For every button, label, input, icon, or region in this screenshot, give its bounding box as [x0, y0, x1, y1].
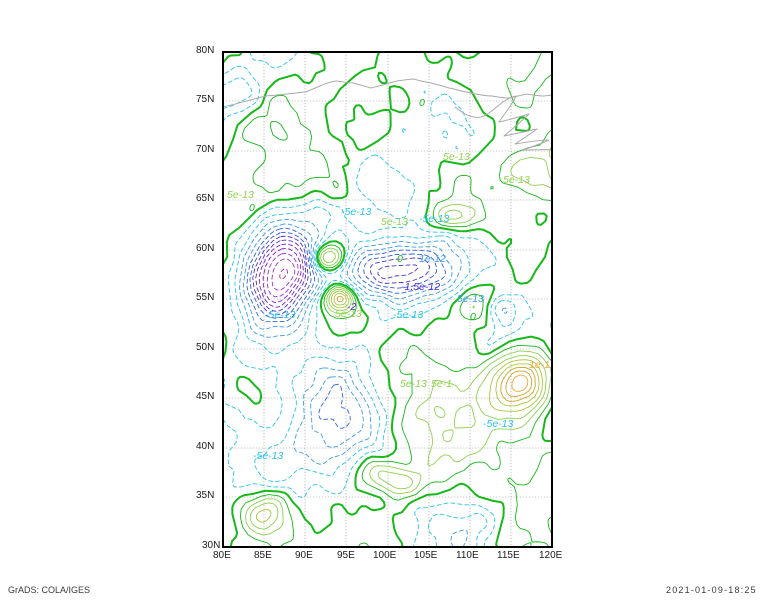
svg-text:5e-1: 5e-1 [431, 378, 452, 390]
svg-text:-1.5e-12: -1.5e-12 [401, 281, 440, 293]
svg-text:5e-13: 5e-13 [443, 151, 470, 163]
svg-text:-5e-13: -5e-13 [419, 213, 450, 225]
svg-text:1e-12: 1e-12 [419, 253, 446, 265]
svg-text:-5e-13: -5e-13 [341, 206, 372, 218]
svg-text:5e-13: 5e-13 [503, 174, 530, 186]
svg-text:0: 0 [470, 311, 476, 323]
svg-text:-5e-13: -5e-13 [393, 309, 424, 321]
svg-text:0: 0 [419, 97, 425, 109]
svg-text:5e-13: 5e-13 [400, 378, 427, 390]
svg-text:5e-13: 5e-13 [381, 216, 408, 228]
svg-text:-5e-13: -5e-13 [253, 450, 284, 462]
svg-text:0: 0 [397, 253, 403, 265]
svg-text:5e-13: 5e-13 [227, 189, 254, 201]
svg-text:5e-13: 5e-13 [335, 308, 362, 320]
svg-text:-5e-13: -5e-13 [483, 418, 514, 430]
svg-text:5e-13: 5e-13 [457, 293, 484, 305]
svg-text:-5e-13: -5e-13 [265, 309, 296, 321]
svg-text:0: 0 [249, 202, 255, 214]
